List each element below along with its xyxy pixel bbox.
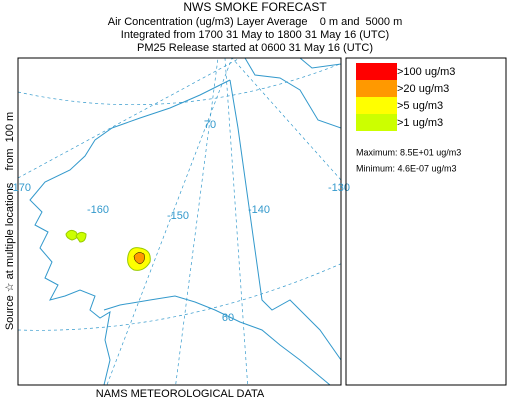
smoke-plume bbox=[65, 229, 78, 241]
coastline bbox=[29, 79, 231, 385]
map-border bbox=[17, 57, 342, 386]
smoke-plume bbox=[133, 252, 145, 265]
legend-label: >5 ug/m3 bbox=[397, 100, 443, 112]
map-label: 60 bbox=[222, 312, 234, 324]
map-label: -160 bbox=[87, 204, 109, 216]
latitude-line bbox=[18, 263, 341, 331]
map-label: -150 bbox=[167, 210, 189, 222]
coastline bbox=[244, 58, 341, 129]
legend-label: >20 ug/m3 bbox=[397, 83, 449, 95]
latitude-line bbox=[18, 63, 341, 106]
legend-label: >100 ug/m3 bbox=[397, 66, 455, 78]
subtitle: Integrated from 1700 31 May to 1800 31 M… bbox=[121, 29, 389, 41]
source-label: Source ☆ at multiple locations from 100 … bbox=[4, 112, 16, 330]
minimum: Minimum: 4.6E-07 ug/m3 bbox=[356, 163, 457, 173]
coastline bbox=[299, 58, 341, 69]
legend-swatch bbox=[356, 80, 397, 97]
maximum: Maximum: 8.5E+01 ug/m3 bbox=[356, 147, 461, 157]
legend-label: >1 ug/m3 bbox=[397, 117, 443, 129]
map-label: 70 bbox=[204, 119, 216, 131]
subtitle: PM25 Release started at 0600 31 May 16 (… bbox=[137, 42, 373, 54]
legend-swatch bbox=[356, 63, 397, 80]
longitude-line bbox=[175, 58, 219, 385]
smoke-plume bbox=[75, 231, 87, 243]
longitude-line bbox=[224, 58, 249, 385]
subtitle: Air Concentration (ug/m3) Layer Average … bbox=[108, 16, 403, 28]
legend-border bbox=[345, 57, 507, 386]
longitude-line bbox=[106, 58, 233, 385]
map-label: -170 bbox=[9, 182, 31, 194]
map-label: -140 bbox=[248, 204, 270, 216]
border bbox=[229, 79, 341, 361]
legend-swatch bbox=[356, 97, 397, 114]
footer: NAMS METEOROLOGICAL DATA bbox=[96, 388, 265, 400]
legend: Maximum: 8.5E+01 ug/m3 Minimum: 4.6E-07 … bbox=[345, 57, 507, 386]
title: NWS SMOKE FORECAST bbox=[183, 0, 327, 14]
legend-swatch bbox=[356, 114, 397, 131]
map-frame: -170 -160 -150 -140 -130 70 60 bbox=[9, 57, 350, 386]
map-label: -130 bbox=[328, 182, 350, 194]
longitude-line bbox=[18, 58, 241, 179]
longitude-line bbox=[231, 58, 341, 181]
coastline bbox=[103, 295, 331, 385]
